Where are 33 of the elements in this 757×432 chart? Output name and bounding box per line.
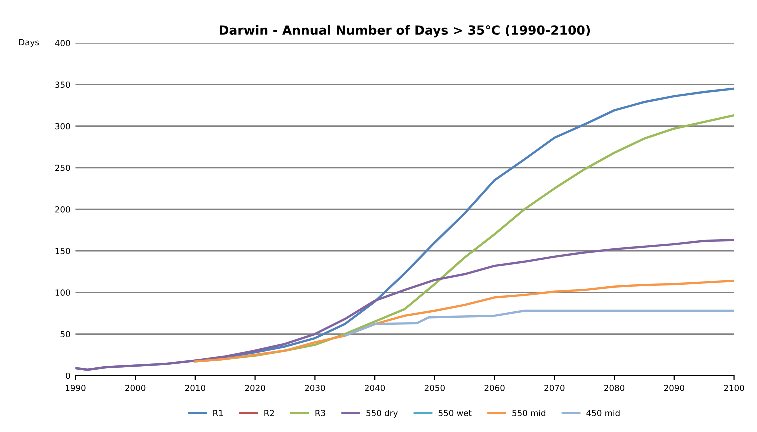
y-axis-title: Days xyxy=(20,39,40,48)
legend-label: R2 xyxy=(264,410,274,416)
y-tick-label: 150 xyxy=(56,248,70,254)
y-tick-label: 0 xyxy=(66,372,70,380)
y-tick-label: 100 xyxy=(56,290,70,296)
x-tick-label: 2030 xyxy=(305,385,326,392)
x-tick-label: 2020 xyxy=(245,385,266,392)
legend-label: 550 dry xyxy=(366,410,398,418)
y-tick-label: 250 xyxy=(56,164,70,172)
x-tick-label: 2080 xyxy=(604,385,625,392)
y-tick-label: 400 xyxy=(55,40,70,46)
y-tick-label: 350 xyxy=(56,82,70,88)
legend-label: 450 mid xyxy=(586,410,620,416)
legend-label: R1 xyxy=(214,410,224,416)
y-tick-label: 300 xyxy=(56,123,70,130)
y-tick-label: 50 xyxy=(60,331,70,338)
line-series xyxy=(344,310,734,338)
x-tick-label: 2060 xyxy=(484,385,505,392)
x-tick-label: 1990 xyxy=(66,385,86,392)
line-series xyxy=(194,280,734,363)
x-tick-label: 2000 xyxy=(126,385,146,392)
legend-label: 550 mid xyxy=(512,410,546,416)
legend-label: 550 wet xyxy=(438,410,472,416)
line-series xyxy=(76,239,734,372)
x-tick-label: 2040 xyxy=(365,385,386,392)
x-tick-label: 2090 xyxy=(664,385,684,392)
legend-label: R3 xyxy=(316,410,326,416)
chart-title: Darwin - Annual Number of Days > 35°C (1990-2100) xyxy=(220,25,590,38)
x-tick-label: 2050 xyxy=(424,385,445,392)
x-tick-label: 2100 xyxy=(724,385,744,392)
x-tick-label: 2070 xyxy=(544,385,565,392)
x-tick-label: 2010 xyxy=(185,385,206,392)
y-tick-label: 200 xyxy=(56,206,70,213)
